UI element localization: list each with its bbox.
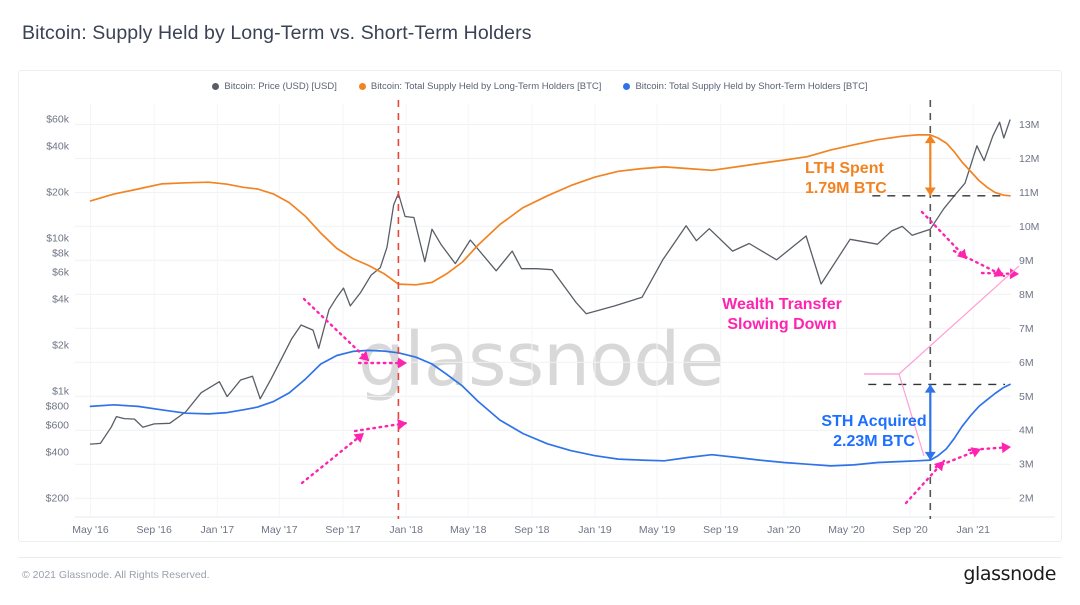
annotation-arrow-sth-up-left [300,431,366,485]
x-axis-tick-label: May '19 [639,524,676,536]
measure-arrow-up-lth-icon [924,134,936,144]
y-axis-left-tick-label: $4k [52,293,70,305]
copyright-text: © 2021 Glassnode. All Rights Reserved. [22,569,210,581]
y-axis-right-tick-label: 8M [1019,289,1034,301]
y-axis-left-tick-label: $800 [46,400,70,412]
x-axis-tick-label: May '18 [450,524,487,536]
annotation-line: Slowing Down [727,316,836,333]
annotation-line: Wealth Transfer [722,296,842,313]
y-axis-right-tick-label: 11M [1019,187,1039,199]
y-axis-right-tick-label: 6M [1019,357,1034,369]
legend-item-price[interactable]: Bitcoin: Price (USD) [USD] [212,81,337,92]
legend-swatch-lth-icon [358,83,366,90]
x-axis-tick-label: Sep '18 [514,524,549,536]
annotation-lth-spent: LTH Spent 1.79M BTC [805,160,887,197]
y-axis-right-tick-label: 7M [1019,323,1034,335]
y-axis-left-tick-label: $200 [46,492,70,504]
annotation-arrow-sth-right-2 [967,445,1013,452]
y-axis-right-tick-label: 9M [1019,255,1034,267]
legend-swatch-sth-icon [623,83,631,90]
measure-arrow-down-lth-icon [924,187,936,196]
x-axis-tick-label: Sep '20 [892,524,927,536]
y-axis-right-tick-label: 12M [1019,153,1039,165]
y-axis-right-tick-label: 2M [1019,493,1034,505]
measure-arrow-down-sth-icon [924,451,936,461]
annotation-arrow-price-down-left [302,297,371,363]
x-axis-tick-label: May '17 [261,524,298,536]
legend-label: Bitcoin: Total Supply Held by Short-Term… [635,81,868,92]
annotation-line: 1.79M BTC [805,180,887,197]
legend-swatch-price-icon [212,83,220,90]
annotation-arrow-lth-down-right [920,210,969,261]
x-axis-tick-label: Jan '21 [956,524,990,536]
series-line-lth [89,134,1011,286]
x-axis-tick-label: Sep '16 [137,524,172,536]
y-axis-left-tick-label: $2k [52,339,70,351]
y-axis-right-tick-label: 4M [1019,425,1034,437]
y-axis-left-tick-label: $400 [46,446,70,458]
legend-label: Bitcoin: Price (USD) [USD] [224,81,337,92]
y-axis-right-tick-label: 5M [1019,391,1034,403]
annotation-wealth-transfer: Wealth Transfer Slowing Down [722,296,842,333]
x-axis-tick-label: Jan '19 [578,524,612,536]
annotation-line: 2.23M BTC [833,433,915,450]
annotation-line: STH Acquired [821,413,926,430]
series-line-price [89,119,1011,445]
annotation-line: LTH Spent [805,160,884,177]
x-axis-tick-label: Sep '17 [325,524,360,536]
y-axis-left-tick-label: $10k [46,232,70,244]
annotation-connector-upper [864,265,1020,375]
annotation-arrow-sth-right-1 [934,447,983,469]
annotation-arrow-sth-right-2-head-icon [1001,442,1011,454]
y-axis-left-tick-label: $600 [46,419,70,431]
y-axis-left-tick-label: $60k [46,113,70,125]
annotation-arrow-price-right-left-head-icon [398,357,407,369]
annotation-connector-lower [864,373,925,457]
annotation-arrow-sth-up-left-head-icon [353,433,364,443]
annotation-arrow-sth-right-left-head-icon [397,418,407,430]
y-axis-left-tick-label: $1k [52,386,70,398]
y-axis-right-tick-label: 13M [1019,119,1039,131]
y-axis-left-tick-label: $6k [52,266,70,278]
measure-arrow-up-sth-icon [924,384,936,393]
chart-legend: Bitcoin: Price (USD) [USD] Bitcoin: Total… [19,81,1061,92]
annotation-arrow-price-down-left-head-icon [358,350,369,361]
x-axis-tick-label: Jan '20 [767,524,801,536]
x-axis-tick-label: Jan '18 [389,524,423,536]
y-axis-left-tick-label: $8k [52,247,70,259]
page-title: Bitcoin: Supply Held by Long-Term vs. Sh… [22,22,532,44]
legend-item-sth[interactable]: Bitcoin: Total Supply Held by Short-Term… [623,81,868,92]
legend-item-lth[interactable]: Bitcoin: Total Supply Held by Long-Term … [358,81,602,92]
x-axis-tick-label: Sep '19 [703,524,738,536]
y-axis-right-tick-label: 10M [1019,221,1039,233]
y-axis-left-tick-label: $20k [46,186,70,198]
annotation-arrow-sth-right-1-head-icon [970,447,981,458]
legend-label: Bitcoin: Total Supply Held by Long-Term … [370,81,602,92]
glassnode-logo: glassnode [963,563,1056,585]
annotation-arrow-lth-right-2-head-icon [1009,268,1019,280]
chart-plot-area: $200 $400 $600 $800 $1k $2k $4k $6k $8k $10k $20k $… [46,100,1055,536]
x-axis-tick-label: May '20 [828,524,865,536]
footer-divider [18,557,1062,558]
annotation-sth-acquired: STH Acquired 2.23M BTC [821,413,926,450]
y-axis-right-tick-label: 3M [1019,459,1034,471]
chart-card: Bitcoin: Price (USD) [USD] Bitcoin: Total… [18,70,1062,542]
y-axis-left-tick-label: $40k [46,140,70,152]
x-axis-tick-label: Jan '17 [201,524,235,536]
x-axis-tick-label: May '16 [72,524,109,536]
series-line-sth [89,349,1011,467]
